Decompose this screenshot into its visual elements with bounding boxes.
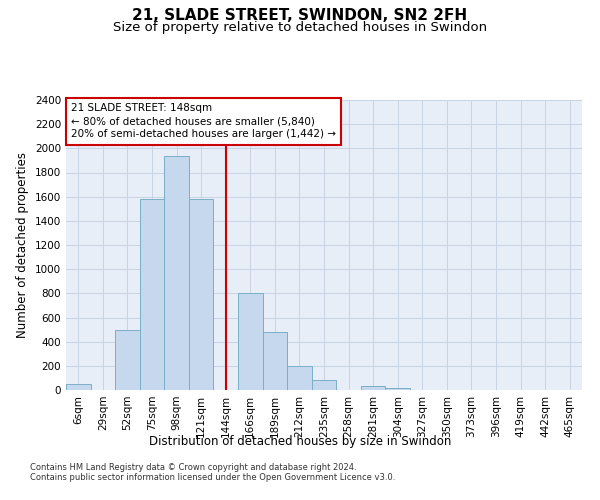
Text: 21 SLADE STREET: 148sqm
← 80% of detached houses are smaller (5,840)
20% of semi: 21 SLADE STREET: 148sqm ← 80% of detache…: [71, 103, 336, 140]
Bar: [140, 199, 164, 390]
Text: 21, SLADE STREET, SWINDON, SN2 2FH: 21, SLADE STREET, SWINDON, SN2 2FH: [133, 8, 467, 22]
Bar: [263, 332, 287, 390]
Bar: [189, 199, 214, 390]
Text: Contains HM Land Registry data © Crown copyright and database right 2024.: Contains HM Land Registry data © Crown c…: [30, 462, 356, 471]
Bar: [361, 386, 385, 390]
Bar: [164, 156, 189, 390]
Text: Size of property relative to detached houses in Swindon: Size of property relative to detached ho…: [113, 21, 487, 34]
Y-axis label: Number of detached properties: Number of detached properties: [16, 152, 29, 338]
Bar: [66, 384, 91, 390]
Bar: [312, 380, 336, 390]
Bar: [385, 388, 410, 390]
Bar: [238, 294, 263, 390]
Text: Distribution of detached houses by size in Swindon: Distribution of detached houses by size …: [149, 435, 451, 448]
Bar: [115, 330, 140, 390]
Text: Contains public sector information licensed under the Open Government Licence v3: Contains public sector information licen…: [30, 472, 395, 482]
Bar: [287, 366, 312, 390]
